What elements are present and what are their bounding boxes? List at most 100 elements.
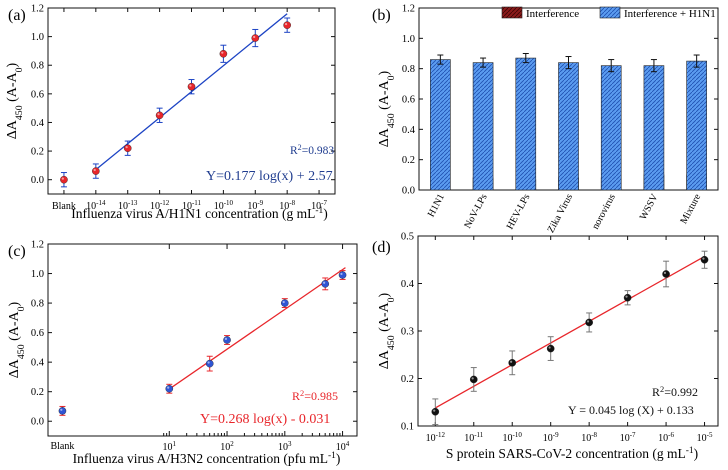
y-tick-label: 0.2 <box>31 387 44 398</box>
panel-label: (d) <box>372 239 391 256</box>
y-tick-label: 0.2 <box>402 155 415 166</box>
bar-interference-h1n1 <box>558 62 579 191</box>
y-tick-label: 1.0 <box>31 32 44 43</box>
panel-b: 0.0 0.2 0.4 0.6 0.8 1.0 1.2 H1N1 NoV-LPs HEV-LPs Z… <box>372 4 719 235</box>
category-label: norovirus <box>590 192 618 231</box>
panel-label: (a) <box>8 7 26 24</box>
x-tick-label-blank: Blank <box>50 441 74 452</box>
y-tick-label: 0.2 <box>401 374 414 385</box>
data-point-highlight <box>284 22 288 26</box>
panel-a: 0.0 0.2 0.4 0.6 0.8 1.0 1.2 Blank 10-14 10-13 10-1… <box>5 4 336 221</box>
legend-label-interference: Interference <box>526 8 579 20</box>
legend-swatch-interference-h1n1 <box>599 6 621 19</box>
data-point <box>92 167 100 175</box>
data-point-highlight <box>548 346 551 349</box>
y-tick-label: 0.0 <box>31 175 44 186</box>
data-point <box>60 175 68 184</box>
x-tick-label: 10-7 <box>311 199 327 212</box>
x-tick-label: 10-8 <box>279 199 295 212</box>
x-tick-label: 104 <box>336 440 350 453</box>
panel-c: 0.0 0.2 0.4 0.6 0.8 1.0 1.2 Blank 101 102 103 104 (c… <box>7 240 358 466</box>
data-point-highlight <box>221 51 224 54</box>
x-axis-label: Influenza virus A/H3N2 concentration (pf… <box>73 451 341 466</box>
y-tick-label: 1.0 <box>402 34 415 45</box>
y-tick-label: 1.2 <box>31 4 44 15</box>
y-tick-label: 0.4 <box>31 358 45 369</box>
data-point <box>187 82 196 91</box>
y-tick-label: 0.6 <box>31 328 44 339</box>
data-point <box>165 384 174 393</box>
y-tick-label: 0.5 <box>401 232 414 243</box>
data-point-highlight <box>125 146 128 149</box>
data-point <box>623 293 632 302</box>
y-tick-label: 1.2 <box>31 240 44 251</box>
x-tick-label: 10-7 <box>620 431 636 444</box>
y-tick-label: 0.8 <box>31 299 44 310</box>
data-point <box>546 344 555 353</box>
data-point-highlight <box>702 257 705 260</box>
data-point <box>251 34 260 42</box>
data-point <box>700 255 709 264</box>
y-tick-label: 0.8 <box>402 64 415 75</box>
r-squared-annotation: R2=0.983 <box>290 143 334 158</box>
data-point-highlight <box>340 272 343 276</box>
bar-interference-h1n1 <box>515 57 537 191</box>
y-tick-label: 0.6 <box>31 89 44 100</box>
x-tick-label: Blank <box>52 201 76 212</box>
data-point <box>58 407 67 415</box>
x-tick-label: 10-12 <box>426 431 446 444</box>
data-point-highlight <box>663 271 667 274</box>
bar-interference-h1n1 <box>600 65 622 191</box>
x-tick-label: 10-10 <box>214 199 234 212</box>
y-axis-label: ΔA450 (A-A0) <box>7 301 27 378</box>
category-label: H1N1 <box>426 192 447 219</box>
data-point-highlight <box>207 361 210 364</box>
data-point <box>508 359 517 367</box>
data-point-highlight <box>625 295 628 298</box>
x-tick-label: 10-13 <box>118 199 138 212</box>
category-label: Mixture <box>678 192 703 226</box>
legend-swatch-interference <box>501 6 523 19</box>
y-tick-label: 0.4 <box>401 279 415 290</box>
x-tick-label: 10-8 <box>581 431 597 444</box>
data-point-highlight <box>189 84 192 87</box>
panel-label: (c) <box>8 243 26 260</box>
plot-frame <box>47 243 358 437</box>
category-label: NoV-LPs <box>462 192 489 230</box>
bar-interference-h1n1 <box>686 60 707 191</box>
fit-equation: Y=0.177 log(x) + 2.57 <box>206 169 333 184</box>
x-axis-label: S protein SARS-CoV-2 concentration (g mL… <box>446 446 698 461</box>
data-point-highlight <box>93 168 96 172</box>
bar-interference-h1n1 <box>472 62 494 191</box>
data-point-highlight <box>433 409 436 412</box>
data-point <box>155 111 164 120</box>
y-tick-label: 0.2 <box>31 147 44 158</box>
data-point-highlight <box>157 113 160 116</box>
x-tick-label: 10-9 <box>247 199 263 212</box>
fit-line <box>167 267 346 391</box>
data-point-highlight <box>586 320 590 323</box>
x-tick-label: 102 <box>220 440 234 453</box>
panel-d: 0.1 0.2 0.3 0.4 0.5 10-12 10-11 10-10 10-9 10-8 10… <box>372 232 719 461</box>
data-point <box>281 299 289 307</box>
fit-equation: Y = 0.045 log (X) + 0.133 <box>568 403 694 417</box>
x-tick-label: 101 <box>163 440 177 453</box>
y-tick-label: 0.4 <box>31 118 45 129</box>
data-point <box>205 359 214 368</box>
data-point <box>123 144 132 153</box>
data-point-highlight <box>60 408 63 411</box>
bar-interference-h1n1 <box>430 59 451 191</box>
x-tick-label: 10-12 <box>150 199 170 212</box>
y-tick-label: 1.0 <box>31 269 44 280</box>
data-point-highlight <box>282 300 285 304</box>
fit-equation: Y=0.268 log(x) - 0.031 <box>200 412 330 427</box>
data-point-highlight <box>471 377 474 380</box>
data-point-highlight <box>323 281 326 284</box>
data-point <box>469 375 478 384</box>
plot-frame <box>47 7 336 195</box>
x-tick-label: 10-9 <box>543 431 559 444</box>
y-tick-label: 0.0 <box>402 186 415 197</box>
y-axis-label: ΔA450 (A-A0) <box>377 292 397 369</box>
data-point <box>662 270 670 278</box>
